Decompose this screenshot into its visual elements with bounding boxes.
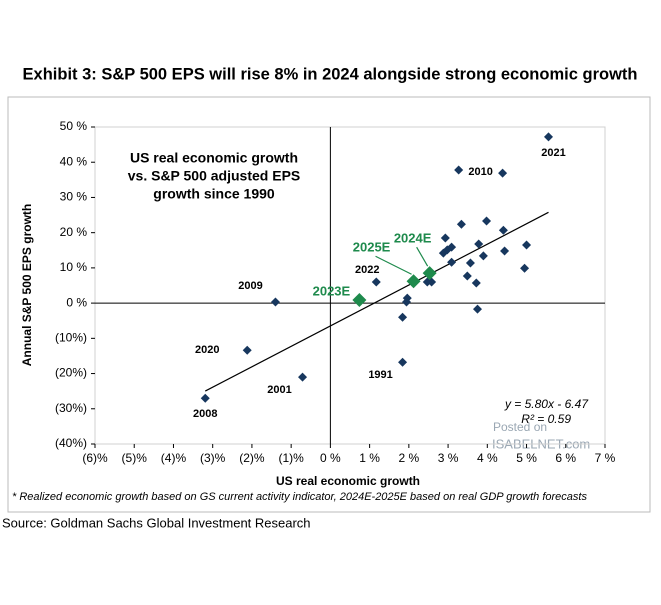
x-tick-label: (5)% xyxy=(122,451,148,465)
inset-text: vs. S&P 500 adjusted EPS xyxy=(128,168,301,184)
source: Source: Goldman Sachs Global Investment … xyxy=(2,515,311,530)
x-tick-label: (6)% xyxy=(82,451,108,465)
y-tick-label: (10%) xyxy=(55,331,87,345)
y-tick-label: 0 % xyxy=(66,295,87,309)
point xyxy=(471,278,481,288)
y-tick-label: (20%) xyxy=(55,366,87,380)
y-tick-label: 10 % xyxy=(60,260,88,274)
chart-frame xyxy=(7,96,651,513)
point xyxy=(401,297,411,307)
point xyxy=(200,393,210,403)
point xyxy=(498,168,508,178)
point xyxy=(440,233,450,243)
point-label: 2023E xyxy=(313,283,351,298)
point xyxy=(447,257,457,267)
point-label: 2001 xyxy=(267,384,291,396)
trendline xyxy=(204,211,549,392)
point xyxy=(520,263,530,273)
point-label: 2009 xyxy=(238,280,262,292)
y-tick-label: (40%) xyxy=(55,436,87,450)
point xyxy=(406,274,421,289)
point-label: 2010 xyxy=(468,166,492,178)
y-tick-label: (30%) xyxy=(55,401,87,415)
point xyxy=(465,258,475,268)
point-label: 2008 xyxy=(193,408,217,420)
point xyxy=(298,372,308,382)
point xyxy=(473,304,482,314)
footnote: * Realized economic growth based on GS c… xyxy=(12,491,587,503)
y-tick-label: 50 % xyxy=(60,119,88,133)
point xyxy=(522,240,532,250)
point-label: 2025E xyxy=(353,240,391,255)
y-tick-label: 30 % xyxy=(60,190,88,204)
y-tick-label: 40 % xyxy=(60,154,88,168)
point xyxy=(462,271,472,281)
point xyxy=(474,239,484,249)
point xyxy=(422,266,437,281)
x-tick-label: 0 % xyxy=(320,451,341,465)
point xyxy=(482,216,492,226)
point-label: 1991 xyxy=(368,369,392,381)
point xyxy=(371,277,381,287)
point xyxy=(352,292,367,307)
label-arrow xyxy=(416,246,429,267)
point xyxy=(498,225,508,235)
inset-text: growth since 1990 xyxy=(153,186,275,202)
x-tick-label: 6 % xyxy=(555,451,576,465)
y-axis-label: Annual S&P 500 EPS growth xyxy=(20,204,34,366)
point-label: 2022 xyxy=(355,264,379,276)
point xyxy=(500,246,510,256)
point-label: 2024E xyxy=(394,231,432,246)
x-tick-label: (4)% xyxy=(161,451,187,465)
point-label: 2020 xyxy=(195,344,219,356)
x-tick-label: 7 % xyxy=(595,451,616,465)
label-arrow xyxy=(375,255,412,275)
y-tick-label: 20 % xyxy=(60,225,88,239)
x-tick-label: 4 % xyxy=(477,451,498,465)
plot-border xyxy=(94,126,606,445)
x-tick-label: (1)% xyxy=(278,451,304,465)
x-tick-label: 1 % xyxy=(359,451,380,465)
x-tick-label: 5 % xyxy=(516,451,537,465)
point xyxy=(242,345,252,355)
x-axis-label: US real economic growth xyxy=(276,474,420,488)
trend-equation: y = 5.80x - 6.47 xyxy=(504,397,589,411)
point xyxy=(438,248,448,258)
point xyxy=(270,297,280,307)
point xyxy=(398,312,408,322)
inset-text: US real economic growth xyxy=(130,150,298,166)
point xyxy=(456,219,466,229)
x-tick-label: 2 % xyxy=(399,451,420,465)
point xyxy=(398,357,408,367)
point xyxy=(478,251,488,261)
point-label: 2021 xyxy=(541,147,565,159)
chart-title: Exhibit 3: S&P 500 EPS will rise 8% in 2… xyxy=(23,65,638,83)
watermark: Posted on xyxy=(493,420,547,434)
x-tick-label: (2)% xyxy=(239,451,265,465)
x-tick-label: 3 % xyxy=(438,451,459,465)
point xyxy=(454,165,464,175)
x-tick-label: (3)% xyxy=(200,451,226,465)
trend-r2: R² = 0.59 xyxy=(521,412,571,426)
point xyxy=(544,132,554,142)
